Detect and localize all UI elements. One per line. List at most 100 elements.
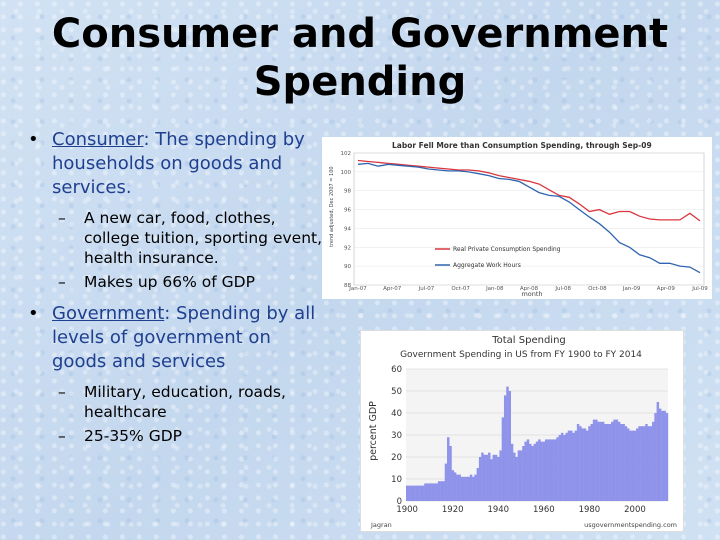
chart2-bar (440, 481, 443, 501)
chart1-ytick-label: 88 (344, 283, 351, 289)
chart2-bar (579, 426, 582, 501)
chart2-xtick-label: 1920 (442, 505, 464, 515)
chart2-bar (645, 424, 648, 501)
chart2-bar (494, 454, 498, 501)
chart2-bar (444, 463, 448, 501)
chart2-ytick-label: 30 (391, 431, 402, 441)
chart2-bar (638, 426, 641, 501)
chart2-bar (551, 439, 555, 501)
chart2-bar (456, 474, 459, 501)
chart2-bar (467, 476, 470, 501)
chart2-xtick-label: 1900 (396, 505, 418, 515)
chart2-bar (529, 443, 532, 501)
chart2-bar (533, 443, 537, 501)
chart2-bar (599, 421, 603, 501)
chart2-ylabel: percent GDP (368, 401, 379, 461)
sub-item-text: A new car, food, clothes, college tuitio… (84, 209, 323, 267)
bullet-term: Government (52, 303, 165, 324)
chart2-bar (510, 443, 514, 501)
chart1-xtick-label: Jul-07 (418, 286, 435, 292)
dash: – (58, 427, 66, 445)
chart2-bar (458, 474, 461, 501)
sub-item-text: 25-35% GDP (84, 427, 182, 445)
chart2-bar (492, 454, 496, 501)
chart1-xtick-label: Jul-08 (554, 286, 571, 292)
chart2-bar (613, 419, 616, 501)
chart2-bar (647, 426, 650, 501)
legend-label-hours: Aggregate Work Hours (453, 262, 521, 269)
chart2-bar (478, 457, 482, 501)
chart1-plot-area (353, 152, 705, 286)
chart2-bar (449, 446, 452, 501)
chart2-bar (508, 391, 511, 501)
chart2-bar (472, 476, 475, 501)
chart2-bar (547, 439, 550, 501)
chart2-bar (585, 430, 589, 501)
chart2-bar (658, 408, 662, 501)
chart2-bar (606, 424, 609, 501)
chart1-xtick-label: Apr-09 (657, 286, 676, 292)
chart1-ytick-label: 92 (344, 245, 351, 251)
chart2-bar (538, 439, 541, 501)
chart2-ytick-label: 20 (391, 453, 402, 463)
chart2-bar (542, 441, 546, 501)
chart2-bar (608, 424, 612, 501)
chart2-bar (654, 413, 657, 501)
sub-item: – Military, education, roads, healthcare (58, 382, 323, 422)
chart2-bar (406, 485, 409, 501)
chart2-bar (583, 428, 587, 501)
chart2-bar (437, 481, 441, 501)
chart1-ytick-label: 98 (344, 189, 351, 195)
chart2-bar (460, 476, 464, 501)
chart2-bar (474, 474, 477, 501)
chart2-ytick-label: 50 (391, 387, 402, 397)
bullet-text: : Spending by all levels of government o… (52, 303, 316, 372)
chart2-ytick-label: 40 (391, 409, 402, 419)
chart2-xtick-label: 1980 (579, 505, 601, 515)
bullet-list: • Consumer: The spending by households o… (28, 128, 323, 450)
chart2-bar (622, 424, 625, 501)
chart2-source-right: usgovernmentspending.com (584, 521, 677, 529)
chart2-bar (540, 441, 543, 501)
chart1-ytick-label: 102 (341, 151, 352, 157)
chart2-bar (544, 439, 548, 501)
chart2-ytick-label: 10 (391, 475, 402, 485)
chart1-xtick-label: Jan-08 (485, 286, 504, 292)
chart2-bar (642, 426, 646, 501)
chart2-bar (421, 485, 425, 501)
chart2-bar (631, 430, 635, 501)
chart2-bar (558, 435, 562, 501)
chart1-series-line-1 (357, 162, 701, 274)
sub-item: –25-35% GDP (58, 426, 323, 446)
chart2-bar (615, 419, 619, 501)
bullet-government: • Government: Spending by all levels of … (28, 302, 323, 374)
chart2-bar (501, 417, 505, 501)
chart2-xtick-label: 2000 (624, 505, 646, 515)
chart2-bar (419, 485, 423, 501)
chart2-bar (601, 421, 605, 501)
chart2-bar (570, 430, 573, 501)
chart2-bar (597, 421, 600, 501)
chart2-bar (431, 483, 434, 501)
chart2-bar (435, 483, 439, 501)
chart1-ytick-label: 100 (341, 170, 352, 176)
bullet-dot: • (28, 129, 39, 150)
chart2-bar (649, 426, 653, 501)
chart2-bar (524, 441, 527, 501)
chart2-bar (453, 472, 457, 501)
chart2-bar (661, 410, 664, 501)
chart2-bar (433, 483, 436, 501)
sub-list-consumer: – A new car, food, clothes, college tuiti… (28, 208, 323, 292)
chart2-bar (499, 450, 502, 501)
bullet-term: Consumer (52, 129, 144, 150)
bullet-dot: • (28, 303, 39, 324)
chart2-bar (465, 476, 468, 501)
chart1-title: Labor Fell More than Consumption Spendin… (392, 141, 652, 150)
chart1-ytick-label: 96 (344, 208, 351, 214)
chart2-bar (633, 430, 637, 501)
chart2-bar (592, 419, 596, 501)
chart2-bar (442, 481, 445, 501)
government-spending-chart-svg: Total Spending Government Spending in US… (361, 331, 683, 531)
dash: – (58, 273, 66, 291)
chart2-bar (556, 437, 559, 501)
